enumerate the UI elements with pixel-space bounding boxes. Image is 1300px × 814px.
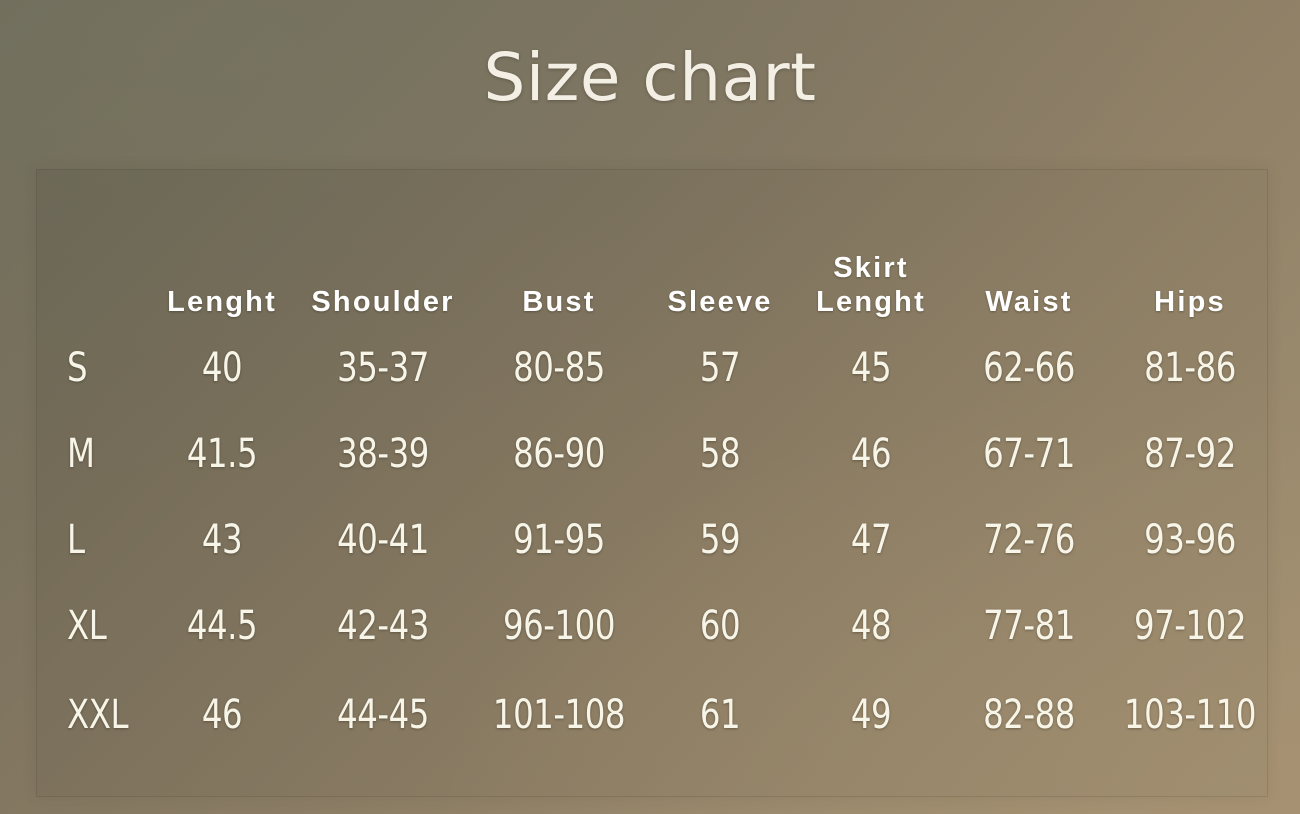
column-header-size: [36, 169, 152, 325]
table-header-row: Lenght Shoulder Bust Sleeve Skirt Lenght…: [36, 169, 1268, 325]
cell-lenght: 46: [201, 692, 243, 738]
column-header-skirt-lenght: Skirt Lenght: [796, 169, 946, 325]
cell-sleeve: 57: [699, 345, 741, 391]
table-header: Lenght Shoulder Bust Sleeve Skirt Lenght…: [36, 169, 1268, 325]
cell-sleeve: 59: [699, 517, 741, 563]
cell-lenght: 44.5: [186, 603, 258, 649]
cell-shoulder: 35-37: [337, 345, 429, 391]
row-size-label: S: [67, 345, 88, 391]
column-header-sleeve: Sleeve: [667, 286, 773, 318]
cell-hips: 97-102: [1133, 603, 1246, 649]
cell-bust: 96-100: [502, 603, 615, 649]
row-size-label: L: [67, 517, 85, 563]
cell-bust: 86-90: [513, 431, 605, 477]
cell-sleeve: 58: [699, 431, 741, 477]
cell-shoulder: 38-39: [337, 431, 429, 477]
cell-skirt-lenght: 46: [850, 431, 892, 477]
cell-sleeve: 61: [699, 692, 741, 738]
size-table: Lenght Shoulder Bust Sleeve Skirt Lenght…: [36, 169, 1268, 761]
table-row: XL 44.5 42-43 96-100 60 48 77-81 97-102: [36, 583, 1268, 669]
cell-waist: 72-76: [983, 517, 1075, 563]
row-size-label: XXL: [67, 692, 129, 738]
column-header-skirt-line1: Skirt: [833, 252, 909, 284]
cell-hips: 81-86: [1144, 345, 1236, 391]
table-row: S 40 35-37 80-85 57 45 62-66 81-86: [36, 325, 1268, 411]
table-panel-background: [36, 169, 1268, 797]
table-row: M 41.5 38-39 86-90 58 46 67-71 87-92: [36, 411, 1268, 497]
page-title: Size chart: [483, 39, 817, 116]
column-header-lenght: Lenght: [167, 286, 277, 318]
cell-lenght: 43: [201, 517, 243, 563]
cell-lenght: 41.5: [186, 431, 258, 477]
column-header-shoulder: Shoulder: [311, 286, 455, 318]
table-body: S 40 35-37 80-85 57 45 62-66 81-86 M 41.…: [36, 325, 1268, 761]
cell-hips: 93-96: [1144, 517, 1236, 563]
cell-waist: 77-81: [983, 603, 1075, 649]
cell-waist: 62-66: [983, 345, 1075, 391]
column-header-hips: Hips: [1154, 286, 1226, 318]
cell-hips: 87-92: [1144, 431, 1236, 477]
cell-bust: 80-85: [513, 345, 605, 391]
cell-bust: 91-95: [513, 517, 605, 563]
table-row: L 43 40-41 91-95 59 47 72-76 93-96: [36, 497, 1268, 583]
row-size-label: XL: [67, 603, 107, 649]
column-header-waist: Waist: [985, 286, 1073, 318]
cell-bust: 101-108: [492, 692, 626, 738]
cell-skirt-lenght: 45: [850, 345, 892, 391]
cell-shoulder: 40-41: [337, 517, 429, 563]
cell-shoulder: 44-45: [337, 692, 429, 738]
cell-skirt-lenght: 49: [850, 692, 892, 738]
column-header-skirt-line2: Lenght: [816, 286, 926, 318]
table-row: XXL 46 44-45 101-108 61 49 82-88 103-110: [36, 669, 1268, 761]
row-size-label: M: [67, 431, 95, 477]
cell-skirt-lenght: 47: [850, 517, 892, 563]
cell-hips: 103-110: [1123, 692, 1257, 738]
cell-lenght: 40: [201, 345, 243, 391]
cell-waist: 82-88: [983, 692, 1075, 738]
cell-shoulder: 42-43: [337, 603, 429, 649]
column-header-bust: Bust: [522, 286, 596, 318]
size-table-container: Lenght Shoulder Bust Sleeve Skirt Lenght…: [36, 169, 1268, 797]
cell-sleeve: 60: [699, 603, 741, 649]
cell-skirt-lenght: 48: [850, 603, 892, 649]
cell-waist: 67-71: [983, 431, 1075, 477]
